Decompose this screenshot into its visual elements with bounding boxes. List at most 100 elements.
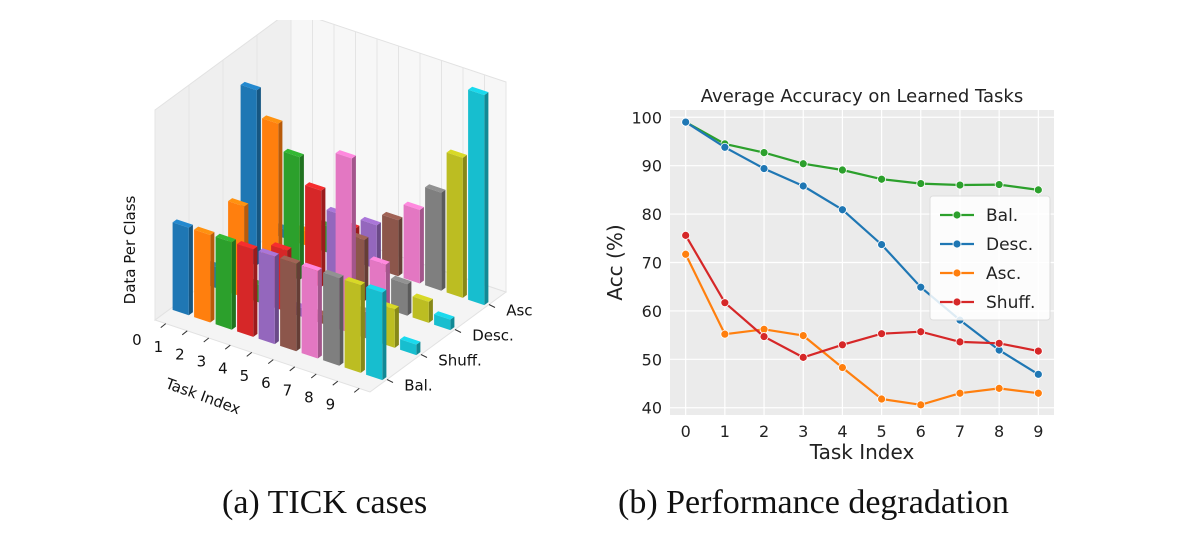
accuracy-plot: 40 50 60 70 80 90 100 0 1 2 3 4 5 6 7 8 9 Average Accurac… [603, 86, 1054, 464]
chart-title: Average Accuracy on Learned Tasks [701, 86, 1023, 107]
bar-desc-3 [305, 182, 326, 287]
x-tick-label: 8 [994, 422, 1004, 441]
accuracy-line-chart: 40 50 60 70 80 90 100 0 1 2 3 4 5 6 7 8 9 Average Accurac… [600, 80, 1080, 480]
x-tick [224, 344, 231, 350]
y-tick-label: 80 [642, 205, 662, 224]
point-shuff-1 [720, 298, 730, 308]
legend-marker-bal [952, 210, 962, 220]
point-bal-6 [916, 179, 926, 188]
x-tick-label: 9 [326, 396, 336, 414]
point-desc-3 [798, 181, 808, 191]
x-tick-label: 3 [197, 352, 207, 370]
point-shuff-8 [994, 338, 1004, 348]
point-desc-6 [916, 282, 926, 292]
bar-bal-5 [280, 255, 301, 352]
y-tick-label: 60 [642, 302, 662, 321]
bar-bal-8 [344, 277, 365, 373]
legend-marker-desc [952, 239, 962, 249]
x-tick [246, 352, 253, 357]
x-tick-label: 6 [916, 422, 926, 441]
depth-tick-label: Desc. [472, 326, 514, 344]
point-asc-6 [916, 400, 926, 410]
x-tick-label: 0 [132, 331, 142, 349]
x-tick [289, 366, 296, 372]
x-tick-label: 8 [304, 388, 314, 406]
x-tick-label: 9 [1033, 422, 1043, 441]
bar-asc-8 [446, 149, 467, 298]
y-tick-label: 40 [642, 399, 662, 418]
x-tick-label: 1 [720, 422, 730, 441]
bar-bal-9 [366, 284, 387, 381]
x-tick [310, 373, 317, 379]
point-asc-1 [720, 329, 730, 339]
bar-bal-6 [301, 262, 322, 359]
legend-label-shuff: Shuff. [986, 293, 1035, 313]
legend-label-desc: Desc. [986, 235, 1033, 255]
x-tick-label: 4 [837, 422, 847, 441]
x-tick-label: 2 [759, 422, 769, 441]
y-tick-label: 50 [642, 350, 662, 369]
point-desc-4 [838, 205, 847, 215]
y-tick-label: 70 [642, 254, 662, 273]
tick-cases-3d-chart: 0 1 2 3 4 5 6 7 8 9 Bal. Shuff. Desc. Asc Task Index Da… [100, 9, 600, 480]
point-bal-2 [759, 148, 769, 158]
depth-tick-label: Bal. [404, 376, 432, 394]
x-tick [203, 337, 210, 343]
point-bal-3 [798, 159, 808, 169]
depth-tick [488, 304, 496, 308]
x-tick-label: 4 [218, 360, 228, 378]
point-desc-5 [877, 240, 886, 249]
x-axis-label: Task Index [809, 440, 915, 464]
point-shuff-2 [759, 332, 769, 341]
x-tick [160, 323, 167, 328]
point-asc-2 [759, 324, 769, 334]
point-bal-4 [838, 165, 847, 175]
point-shuff-6 [916, 327, 926, 337]
point-desc-1 [720, 142, 730, 152]
legend-box [929, 195, 1051, 321]
series-line-shuff [684, 234, 1039, 359]
tick-cases-plot: 0 1 2 3 4 5 6 7 8 9 Bal. Shuff. Desc. Asc Task Index Da… [121, 9, 533, 418]
legend-marker-asc [952, 268, 962, 278]
bar-desc-1 [262, 115, 283, 273]
caption-performance-degradation: (b) Performance degradation [618, 484, 1009, 521]
bar-bal-4 [258, 248, 279, 345]
point-asc-4 [838, 363, 847, 372]
point-asc-5 [877, 394, 886, 404]
x-tick [332, 380, 339, 386]
bar-desc-8 [412, 293, 433, 323]
depth-tick [386, 379, 394, 383]
bar-bal-1 [194, 226, 215, 323]
x-tick-label: 5 [876, 422, 886, 441]
bar-asc-6 [403, 201, 424, 284]
point-desc-9 [1033, 369, 1043, 379]
x-tick-label: 1 [154, 338, 164, 356]
series-line-bal [685, 121, 1039, 191]
x-tick-label: 7 [283, 381, 293, 399]
x-tick [267, 359, 274, 364]
point-bal-7 [955, 180, 965, 190]
x-tick-label: 0 [681, 422, 691, 441]
point-shuff-4 [838, 340, 847, 350]
point-asc-0 [681, 249, 691, 259]
bar-desc-9 [434, 311, 455, 331]
depth-tick [420, 354, 428, 358]
point-bal-8 [994, 180, 1004, 189]
x-tick [353, 388, 360, 393]
depth-tick-label: Asc [506, 301, 532, 319]
z-axis-label: Data Per Class [121, 195, 139, 304]
x-tick-label: 6 [261, 374, 271, 392]
bar-asc-5 [382, 211, 403, 277]
point-desc-0 [681, 117, 691, 127]
x-axis-label: Task Index [162, 374, 243, 418]
point-asc-8 [994, 383, 1004, 393]
x-tick-label: 2 [175, 345, 185, 363]
bar-asc-7 [425, 184, 446, 291]
x-tick-label: 3 [798, 422, 808, 441]
point-shuff-0 [681, 230, 691, 240]
series-line-asc [684, 253, 1039, 406]
bar-bal-3 [237, 241, 258, 337]
x-tick [181, 330, 188, 336]
point-shuff-7 [955, 337, 965, 347]
y-tick-label: 100 [631, 108, 662, 127]
